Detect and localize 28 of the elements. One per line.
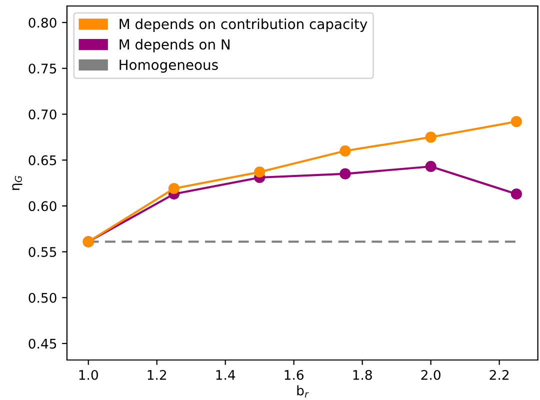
x-tick-label: 1.0	[79, 370, 98, 380]
x-tick-label: 1.2	[148, 370, 166, 380]
y-tick-label: 0.70	[28, 109, 56, 120]
point	[254, 166, 266, 178]
y-tick-label: 0.80	[28, 18, 56, 28]
point	[425, 160, 436, 172]
y-tick-label: 0.75	[28, 64, 56, 74]
y-axis-title: η$_{G}$	[12, 176, 22, 190]
x-tick-label: 1.6	[284, 370, 304, 380]
legend-label: M depends on contribution capacity	[120, 18, 368, 32]
point	[340, 168, 351, 180]
x-tick-label: 1.4	[216, 370, 236, 380]
legend-label: Homogeneous	[120, 60, 218, 73]
point	[340, 145, 351, 156]
y-tick-label: 0.55	[28, 247, 56, 257]
point	[425, 132, 436, 143]
x-axis-title: b$_{r}$	[297, 385, 309, 398]
y-tick-label: 0.65	[28, 155, 56, 166]
point	[510, 188, 522, 200]
y-tick-label: 0.60	[28, 201, 56, 212]
x-tick-label: 2.0	[421, 370, 440, 380]
x-tick-label: 1.8	[353, 370, 372, 380]
point	[510, 116, 522, 128]
point	[168, 182, 180, 194]
legend-label: M depends on N	[120, 38, 230, 52]
x-tick-label: 2.2	[490, 370, 508, 380]
y-tick-label: 0.45	[28, 338, 56, 349]
y-tick-label: 0.50	[28, 292, 56, 303]
